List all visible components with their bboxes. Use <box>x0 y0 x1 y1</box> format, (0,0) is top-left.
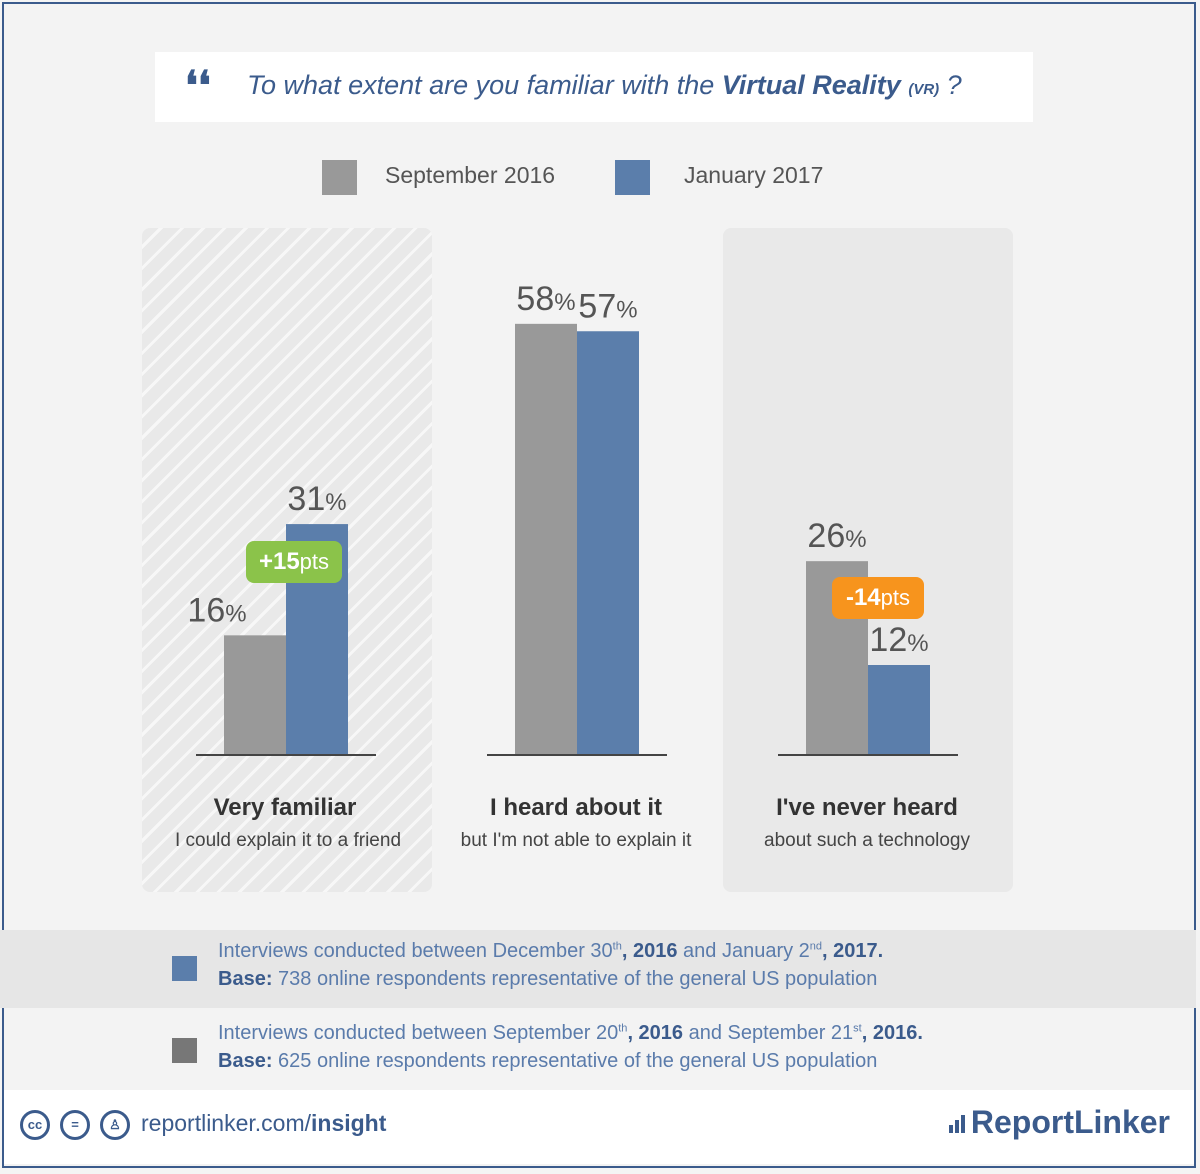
bar-chart: 16% 31% 58% 57% 26% 12% <box>187 280 958 756</box>
category-title-heard-about: I heard about it <box>489 794 662 821</box>
bar-heard-about-sep-2016 <box>515 323 577 754</box>
change-badge-very-familiar: +15pts <box>246 541 342 583</box>
category-title-very-familiar: Very familiar <box>213 794 357 821</box>
category-subtitle-very-familiar: I could explain it to a friend <box>174 830 402 851</box>
question-abbr: (VR) <box>908 81 940 98</box>
note-swatch-jan-2017 <box>172 956 197 981</box>
legend-swatch-jan-2017 <box>615 160 650 195</box>
panel-never-heard <box>723 228 1013 892</box>
bar-very-familiar-sep-2016 <box>224 635 286 754</box>
question-emphasis: Virtual Reality <box>721 70 901 100</box>
value-label-heard-about-jan-2017: 57% <box>578 287 637 325</box>
question-text: To what extent are you familiar with the… <box>247 70 962 101</box>
legend-swatch-sep-2016 <box>322 160 357 195</box>
change-value: -14 <box>845 584 881 611</box>
question-box: ❛❛ To what extent are you familiar with … <box>155 52 1033 122</box>
value-label-heard-about-sep-2016: 58% <box>516 280 575 318</box>
logo-bars-icon <box>948 1104 967 1141</box>
legend-label-jan-2017: January 2017 <box>684 162 824 188</box>
note-base: Base: 625 online respondents representat… <box>218 1050 878 1072</box>
attribution-icon: ♙ <box>100 1110 130 1140</box>
note-base: Base: 738 online respondents representat… <box>218 968 878 990</box>
legend: September 2016 January 2017 <box>0 160 1200 200</box>
quote-icon: ❛❛ <box>185 62 211 109</box>
note-dates: Interviews conducted between December 30… <box>218 940 884 962</box>
change-badge-never-heard: -14pts <box>832 577 924 619</box>
methodology-note-sep-2016: Interviews conducted between September 2… <box>0 1012 1196 1090</box>
category-title-never-heard: I've never heard <box>776 794 958 821</box>
value-label-never-heard-jan-2017: 12% <box>869 621 928 659</box>
note-swatch-sep-2016 <box>172 1038 197 1063</box>
category-subtitle-never-heard: about such a technology <box>764 830 970 851</box>
reportlinker-logo: ReportLinker <box>948 1104 1170 1141</box>
no-derivatives-icon: = <box>60 1110 90 1140</box>
methodology-note-jan-2017: Interviews conducted between December 30… <box>0 930 1196 1008</box>
creative-commons-icon: cc <box>20 1110 50 1140</box>
change-unit: pts <box>880 585 911 610</box>
value-label-never-heard-sep-2016: 26% <box>807 517 866 555</box>
legend-label-sep-2016: September 2016 <box>385 162 556 188</box>
bar-never-heard-jan-2017 <box>868 665 930 754</box>
change-value: +15 <box>258 548 300 575</box>
question-prefix: To what extent are you familiar with the <box>247 70 722 100</box>
bar-heard-about-jan-2017 <box>577 331 639 754</box>
category-subtitle-heard-about: but I'm not able to explain it <box>460 830 692 851</box>
note-dates: Interviews conducted between September 2… <box>218 1022 923 1044</box>
question-suffix: ? <box>939 70 962 100</box>
reportlinker-insight-link[interactable]: reportlinker.com/insight <box>141 1110 387 1136</box>
footer: cc = ♙ reportlinker.com/insight ReportLi… <box>4 1090 1194 1164</box>
change-unit: pts <box>299 549 330 574</box>
value-label-very-familiar-sep-2016: 16% <box>187 591 246 629</box>
value-label-very-familiar-jan-2017: 31% <box>287 480 346 518</box>
